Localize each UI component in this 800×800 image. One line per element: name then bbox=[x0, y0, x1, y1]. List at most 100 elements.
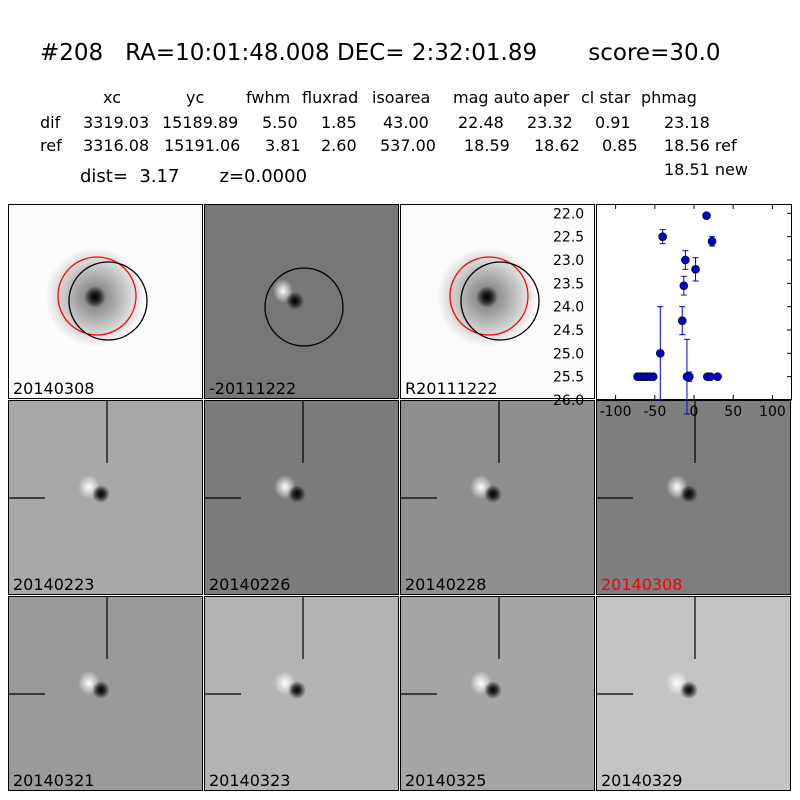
stamp-panel-1: -20111222 bbox=[204, 204, 399, 399]
x-tick-label: 50 bbox=[724, 404, 742, 420]
stamp-panel-4: 20140226 bbox=[204, 400, 399, 595]
stamp-date-label: 20140223 bbox=[13, 575, 95, 594]
col-header-isoarea: isoarea bbox=[372, 88, 431, 107]
stamp-date-label: 20140308 bbox=[13, 379, 95, 398]
negative-residual bbox=[92, 681, 110, 699]
stamp-date-label: 20140329 bbox=[601, 771, 683, 790]
stamp-panel-5: 20140228 bbox=[400, 400, 595, 595]
stamp-image bbox=[9, 401, 110, 503]
negative-residual bbox=[288, 485, 306, 503]
ref-fwhm: 3.81 bbox=[265, 136, 301, 155]
y-tick-label: 24.5 bbox=[553, 323, 584, 339]
ref-phmag: 18.56 ref bbox=[664, 136, 737, 155]
stamp-date-label: 20140323 bbox=[209, 771, 291, 790]
y-tick-label: 22.5 bbox=[553, 230, 584, 246]
x-tick-label: 0 bbox=[690, 404, 699, 420]
dif-yc: 15189.89 bbox=[162, 113, 239, 132]
stamp-panel-0: 20140308 bbox=[8, 204, 203, 399]
data-point bbox=[679, 281, 689, 290]
negative-residual bbox=[92, 485, 110, 503]
ref-fluxrad: 2.60 bbox=[321, 136, 357, 155]
y-tick-label: 26.0 bbox=[553, 393, 584, 409]
stamp-panel-7: 20140321 bbox=[8, 596, 203, 791]
x-tick-label: -100 bbox=[600, 404, 632, 420]
data-point bbox=[691, 265, 700, 274]
data-point bbox=[658, 232, 667, 241]
col-header-xc: xc bbox=[103, 88, 121, 107]
row-label-ref: ref bbox=[40, 136, 62, 155]
ref-mag-auto: 18.59 bbox=[464, 136, 510, 155]
stamp-panel-6: 20140308 bbox=[596, 400, 791, 595]
stamp-image bbox=[437, 247, 540, 347]
stamp-image bbox=[401, 401, 502, 503]
dif-aperture-circle bbox=[264, 267, 344, 347]
data-point bbox=[707, 237, 717, 246]
stamp-image bbox=[205, 401, 306, 503]
col-header-mag-auto: mag auto bbox=[453, 88, 530, 107]
col-header-aper: aper bbox=[533, 88, 570, 107]
data-point bbox=[655, 349, 665, 358]
data-point bbox=[702, 211, 711, 220]
dif-xc: 3319.03 bbox=[83, 113, 150, 132]
y-tick-label: 23.0 bbox=[553, 253, 584, 269]
stamp-image bbox=[264, 267, 344, 347]
stamp-date-label: 20140226 bbox=[209, 575, 291, 594]
stamp-date-label: 20140321 bbox=[13, 771, 95, 790]
col-header-cl-star: cl star bbox=[581, 88, 631, 107]
source-core bbox=[84, 286, 106, 308]
ref-aper: 18.62 bbox=[534, 136, 580, 155]
stamp-date-label: R20111222 bbox=[405, 379, 498, 398]
ref-aperture-circle bbox=[449, 256, 529, 336]
col-header-phmag: phmag bbox=[641, 88, 697, 107]
negative-residual bbox=[484, 681, 502, 699]
negative-residual bbox=[680, 681, 698, 699]
candidate-title: #208 RA=10:01:48.008 DEC= 2:32:01.89 sco… bbox=[40, 40, 721, 66]
x-tick-label: -50 bbox=[643, 404, 666, 420]
negative-residual bbox=[484, 485, 502, 503]
stamp-image bbox=[45, 247, 148, 347]
negative-residual bbox=[680, 485, 698, 503]
col-header-fluxrad: fluxrad bbox=[302, 88, 359, 107]
ref-isoarea: 537.00 bbox=[380, 136, 436, 155]
negative-residual bbox=[286, 292, 304, 310]
stamp-panel-9: 20140325 bbox=[400, 596, 595, 791]
dif-fwhm: 5.50 bbox=[262, 113, 298, 132]
stamp-image bbox=[205, 597, 306, 699]
stamp-image bbox=[401, 597, 502, 699]
data-point bbox=[713, 372, 722, 381]
stamp-image bbox=[597, 597, 698, 699]
y-tick-label: 22.0 bbox=[553, 206, 584, 222]
negative-residual bbox=[288, 681, 306, 699]
col-header-yc: yc bbox=[186, 88, 205, 107]
light-curve-plot: 22.0 22.5 23.0 23.5 24.0 24.5 25.0 25.5 26.0 -100… bbox=[553, 204, 792, 420]
ref-xc: 3316.08 bbox=[83, 136, 150, 155]
y-tick-label: 25.0 bbox=[553, 346, 584, 362]
ref-yc: 15191.06 bbox=[164, 136, 241, 155]
light-curve-svg: 22.0 22.5 23.0 23.5 24.0 24.5 25.0 25.5 26.0 -100… bbox=[553, 204, 792, 420]
stamp-panel-8: 20140323 bbox=[204, 596, 399, 791]
stamp-date-label: 20140228 bbox=[405, 575, 487, 594]
stamp-panel-3: 20140223 bbox=[8, 400, 203, 595]
row-label-dif: dif bbox=[40, 113, 61, 132]
plot-frame bbox=[596, 204, 792, 400]
stamp-image bbox=[9, 597, 110, 699]
stamp-panel-2: R20111222 bbox=[400, 204, 595, 399]
stamp-image bbox=[597, 401, 698, 503]
ref-aperture-circle bbox=[57, 256, 137, 336]
dif-mag-auto: 22.48 bbox=[458, 113, 504, 132]
stamp-date-label: -20111222 bbox=[209, 379, 297, 398]
y-tick-label: 25.5 bbox=[553, 370, 584, 386]
col-header-fwhm: fwhm bbox=[246, 88, 291, 107]
stamp-date-label: 20140308 bbox=[601, 575, 683, 594]
dif-cl-star: 0.91 bbox=[595, 113, 631, 132]
ref-cl-star: 0.85 bbox=[602, 136, 638, 155]
stamp-date-label: 20140325 bbox=[405, 771, 487, 790]
data-point bbox=[684, 372, 694, 381]
dif-isoarea: 43.00 bbox=[383, 113, 429, 132]
dif-aperture-circle bbox=[68, 261, 148, 341]
new-phmag: 18.51 new bbox=[664, 160, 748, 179]
dif-aperture-circle bbox=[460, 261, 540, 341]
dif-aper: 23.32 bbox=[527, 113, 573, 132]
source-core bbox=[476, 286, 498, 308]
data-point bbox=[648, 372, 658, 381]
